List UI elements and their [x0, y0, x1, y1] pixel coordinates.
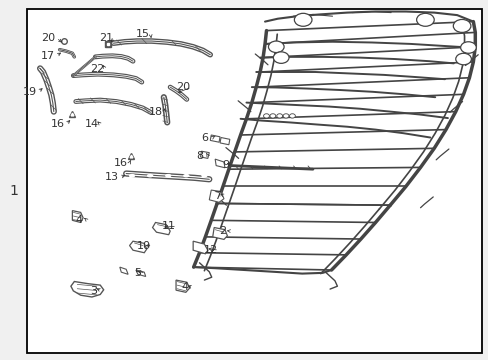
Circle shape — [416, 13, 433, 26]
Polygon shape — [129, 241, 146, 253]
Text: 14: 14 — [85, 119, 99, 129]
Ellipse shape — [129, 175, 134, 177]
Circle shape — [273, 52, 288, 63]
Text: 20: 20 — [176, 82, 190, 92]
Text: 17: 17 — [41, 51, 55, 61]
Polygon shape — [193, 241, 207, 254]
Polygon shape — [212, 228, 227, 239]
Text: 18: 18 — [148, 107, 162, 117]
Text: 3: 3 — [90, 286, 97, 296]
Polygon shape — [152, 222, 170, 235]
Text: 4: 4 — [181, 282, 188, 292]
Text: 20: 20 — [41, 33, 55, 43]
Text: 9: 9 — [222, 160, 229, 170]
Text: 1: 1 — [9, 184, 18, 198]
Text: 7: 7 — [214, 191, 221, 201]
Ellipse shape — [183, 175, 188, 177]
Text: 11: 11 — [162, 221, 175, 231]
Circle shape — [269, 114, 275, 118]
Circle shape — [294, 13, 311, 26]
Text: 22: 22 — [89, 64, 104, 74]
Polygon shape — [209, 190, 224, 202]
Circle shape — [263, 114, 269, 118]
Circle shape — [455, 53, 470, 65]
Text: 15: 15 — [136, 29, 150, 39]
Text: 2: 2 — [219, 226, 225, 236]
Ellipse shape — [147, 175, 152, 177]
Polygon shape — [136, 270, 145, 276]
Polygon shape — [220, 138, 229, 145]
Circle shape — [276, 114, 282, 118]
Circle shape — [460, 42, 475, 53]
Polygon shape — [200, 151, 209, 158]
Circle shape — [452, 19, 470, 32]
Polygon shape — [71, 282, 103, 297]
Text: 12: 12 — [204, 245, 218, 255]
Text: 4: 4 — [76, 215, 82, 225]
Text: 19: 19 — [23, 87, 37, 97]
Polygon shape — [176, 280, 189, 292]
Text: 21: 21 — [100, 33, 113, 43]
Text: 8: 8 — [196, 150, 203, 161]
Text: 16: 16 — [51, 119, 64, 129]
Text: 5: 5 — [134, 268, 141, 278]
Ellipse shape — [165, 175, 170, 177]
Text: 16: 16 — [114, 158, 128, 168]
Polygon shape — [120, 267, 128, 274]
Circle shape — [289, 114, 295, 118]
Polygon shape — [215, 159, 224, 168]
Circle shape — [283, 114, 288, 118]
Text: 13: 13 — [104, 172, 118, 182]
Text: 10: 10 — [137, 240, 151, 251]
Polygon shape — [72, 211, 83, 222]
Text: 6: 6 — [201, 132, 207, 143]
Ellipse shape — [202, 175, 206, 177]
Circle shape — [268, 41, 284, 53]
Polygon shape — [210, 135, 220, 142]
